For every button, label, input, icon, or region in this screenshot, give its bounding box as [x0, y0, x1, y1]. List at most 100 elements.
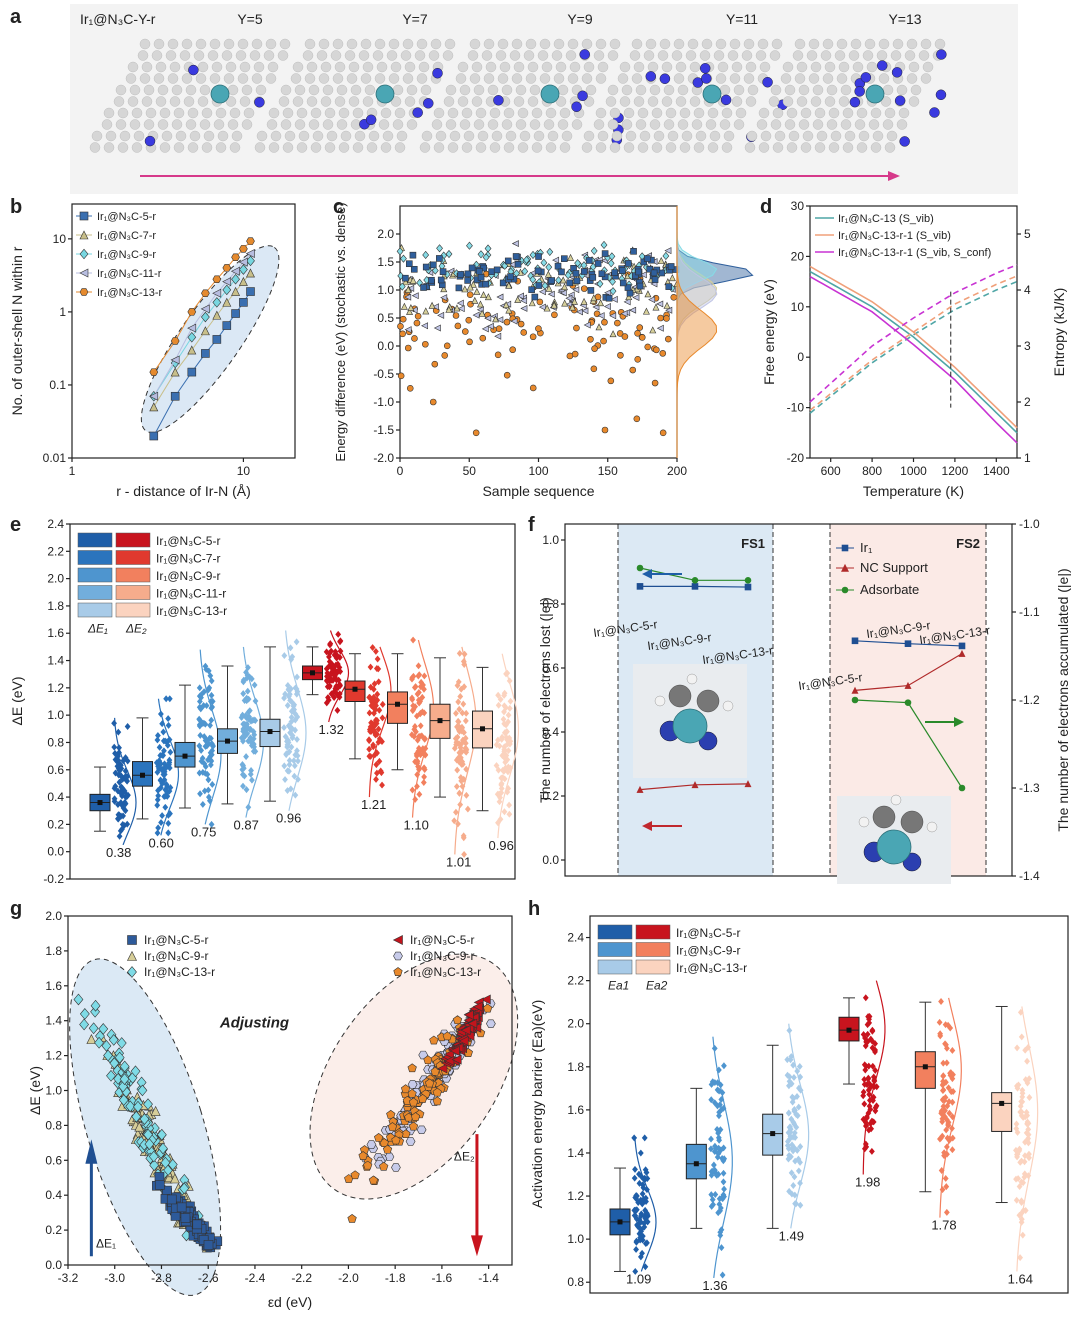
distribution-point	[1014, 1153, 1020, 1161]
y-tick-label: 10	[791, 300, 805, 314]
x-tick-label: 1200	[942, 464, 969, 478]
carbon-atom	[830, 130, 842, 142]
nitrogen-atom	[144, 135, 156, 147]
carbon-atom	[463, 130, 475, 142]
data-point	[614, 319, 621, 327]
data-point	[396, 247, 404, 256]
distribution-point	[292, 791, 299, 799]
distribution-point	[943, 1208, 950, 1216]
data-point	[465, 316, 473, 324]
legend-col-label: Ea1	[608, 979, 629, 993]
carbon-atom	[511, 73, 523, 84]
data-point	[457, 305, 465, 313]
data-point	[106, 1069, 116, 1082]
box-group: 0.96	[259, 630, 307, 826]
carbon-atom	[828, 107, 840, 119]
distribution-point	[375, 678, 382, 686]
data-point	[113, 1073, 124, 1085]
data-point	[670, 294, 678, 301]
panel-label-e: e	[10, 514, 22, 536]
hydrogen-atom	[686, 673, 698, 685]
data-point	[431, 360, 439, 368]
distribution-point	[644, 1218, 651, 1226]
hydrogen-atom	[722, 700, 734, 712]
value-label: 1.98	[855, 1175, 880, 1190]
carbon-atom	[185, 84, 197, 96]
data-point	[366, 1140, 377, 1149]
y-tick-label: 1.2	[45, 1049, 62, 1063]
distribution-point	[421, 773, 428, 781]
data-point	[473, 287, 481, 295]
x-tick-label: -1.6	[432, 1271, 453, 1285]
carbon-atom	[263, 50, 275, 61]
data-point	[566, 279, 573, 287]
legend-marker	[393, 967, 403, 976]
y-tick-label: 0.5	[377, 311, 394, 325]
data-point	[437, 311, 445, 319]
distribution-point	[165, 721, 172, 729]
carbon-atom	[227, 119, 239, 130]
carbon-atom	[362, 61, 374, 73]
carbon-atom	[822, 38, 834, 50]
distribution-point	[453, 783, 460, 791]
carbon-atom	[800, 142, 812, 153]
legend-swatch	[77, 585, 113, 600]
carbon-atom	[302, 50, 314, 61]
legend-label: Ir₁@N₃C-13-r	[156, 604, 227, 618]
carbon-atom	[89, 142, 101, 153]
data-point	[187, 367, 197, 377]
carbon-atom	[545, 142, 557, 153]
distribution-point	[1024, 1136, 1031, 1144]
carbon-atom	[784, 84, 796, 96]
data-point	[520, 329, 528, 336]
data-point	[466, 241, 473, 250]
data-point	[187, 308, 197, 316]
y-tick-label: 0.8	[47, 735, 64, 749]
data-point	[480, 291, 488, 299]
carbon-atom	[322, 84, 334, 96]
carbon-atom	[904, 50, 916, 61]
y-tick-label: -10	[787, 401, 805, 415]
distribution-point	[786, 1151, 793, 1159]
carbon-atom	[545, 107, 557, 119]
data-point	[420, 284, 427, 291]
data-point	[468, 264, 476, 272]
data-point	[439, 268, 447, 275]
structure-sheet	[581, 38, 788, 153]
data-point	[187, 323, 197, 333]
legend-marker	[841, 586, 849, 594]
distribution-point	[940, 1080, 947, 1088]
carbon-atom	[304, 38, 316, 50]
data-point	[374, 1132, 384, 1142]
carbon-atom	[374, 73, 386, 84]
carbon-atom	[529, 84, 541, 96]
carbon-atom	[461, 142, 473, 153]
distribution-point	[716, 1200, 723, 1208]
carbon-atom	[131, 142, 143, 153]
y-tick-label: -0.5	[373, 367, 394, 381]
hydrogen-atom	[858, 816, 870, 828]
carbon-atom	[768, 96, 780, 107]
entropy-line	[809, 275, 1018, 412]
carbon-atom	[872, 130, 884, 142]
carbon-atom	[223, 73, 235, 84]
data-point	[164, 1172, 175, 1183]
carbon-atom	[489, 142, 501, 153]
data-point	[555, 276, 562, 285]
data-point	[619, 267, 626, 274]
carbon-atom	[215, 142, 227, 153]
distribution-point	[940, 1072, 947, 1080]
data-point	[607, 259, 615, 268]
carbon-atom	[193, 50, 205, 61]
data-point	[480, 994, 491, 1005]
data-point	[657, 314, 664, 322]
distribution-point	[118, 772, 125, 780]
data-point	[529, 384, 537, 392]
carbon-atom	[197, 61, 209, 73]
data-point	[245, 249, 255, 258]
distribution-point	[124, 723, 131, 730]
box-group: 1.98	[838, 980, 886, 1190]
distribution-point	[454, 766, 461, 774]
carbon-atom	[651, 107, 663, 119]
carbon-atom	[374, 38, 386, 50]
